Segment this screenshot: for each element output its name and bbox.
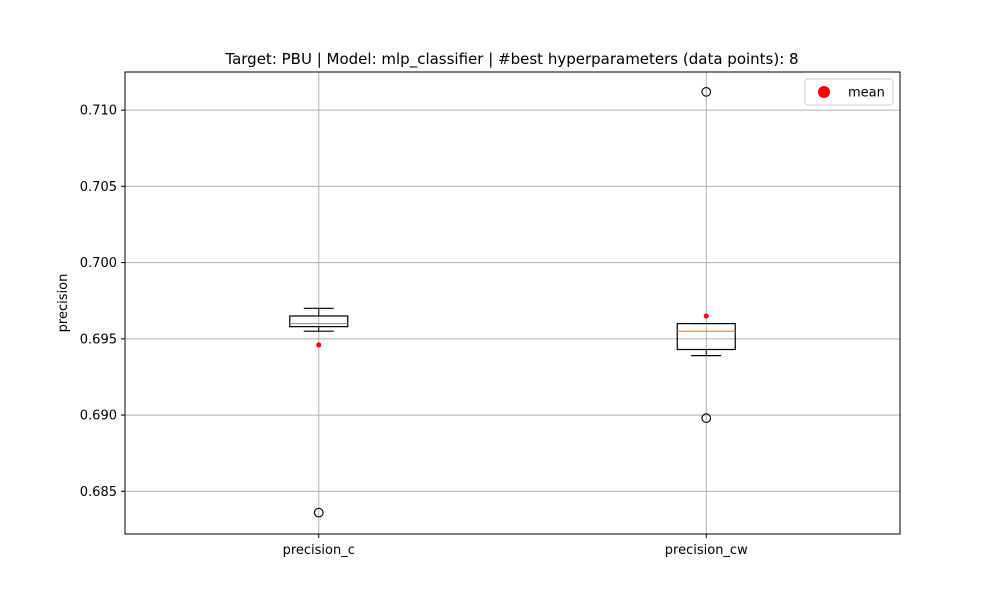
outlier-point — [701, 413, 712, 423]
legend-marker-mean — [818, 86, 830, 98]
y-tick-label: 0.695 — [80, 332, 117, 347]
y-axis: 0.685 0.690 0.695 0.700 0.705 0.710 — [80, 104, 125, 500]
y-tick-label: 0.685 — [80, 485, 117, 500]
grid-lines — [125, 72, 900, 534]
x-tick-label: precision_cw — [665, 543, 748, 558]
mean-point — [316, 342, 322, 348]
box-precision_c — [289, 307, 349, 518]
plot-area — [289, 86, 736, 518]
y-axis-label: precision — [56, 274, 71, 333]
y-tick-label: 0.690 — [80, 409, 117, 424]
chart-title: Target: PBU | Model: mlp_classifier | #b… — [224, 50, 798, 69]
plot-frame — [124, 71, 901, 535]
box-iqr — [676, 322, 736, 351]
y-tick-label: 0.710 — [80, 104, 117, 119]
y-tick-label: 0.700 — [80, 256, 117, 271]
y-tick-label: 0.705 — [80, 180, 117, 195]
box-iqr — [289, 315, 349, 328]
legend: mean — [804, 78, 894, 106]
x-tick-label: precision_c — [283, 543, 355, 558]
outlier-point — [701, 86, 712, 97]
outlier-point — [313, 507, 324, 518]
mean-point — [703, 313, 709, 319]
box-precision_cw — [676, 86, 736, 423]
legend-label: mean — [848, 86, 885, 101]
legend-box — [804, 78, 894, 106]
x-axis: precision_c precision_cw — [283, 534, 748, 558]
